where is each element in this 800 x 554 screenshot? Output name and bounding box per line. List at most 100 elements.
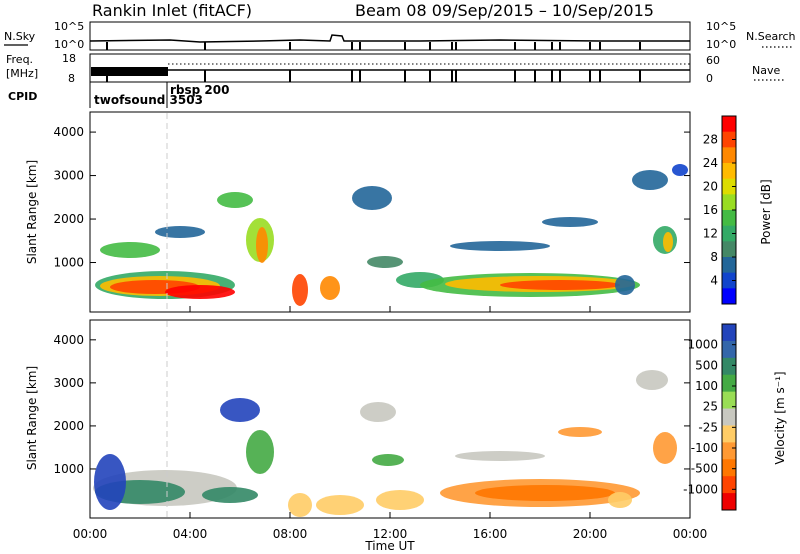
echo-region (155, 226, 205, 238)
y-tick-label: 1000 (53, 256, 84, 270)
freq-tick-top: 18 (62, 52, 76, 65)
power-y-ticks: 4000 3000 2000 1000 (53, 125, 690, 270)
time-tick-label: 00:00 (73, 527, 108, 541)
nsky-tick-top: 10^5 (54, 20, 84, 33)
colorbar-swatch (722, 116, 736, 133)
colorbar-tick-label: -1000 (683, 482, 718, 496)
velocity-y-ticks: 4000 3000 2000 1000 (53, 333, 690, 476)
echo-region (288, 493, 312, 517)
nsky-gap-markers (106, 42, 641, 50)
colorbar-swatch (722, 272, 736, 289)
beam-date-range: Beam 08 09/Sep/2015 – 10/Sep/2015 (355, 1, 654, 20)
nsearch-tick-top: 10^5 (706, 20, 736, 33)
colorbar-swatch (722, 459, 736, 477)
colorbar-swatch (722, 194, 736, 211)
velocity-colorbar: 1000 500 100 25 -25 -100 -500 -1000 (683, 323, 737, 511)
echo-region (615, 275, 635, 295)
power-colorbar: 28 24 20 16 12 8 4 (703, 115, 737, 305)
echo-region (653, 432, 677, 464)
colorbar-swatch (722, 340, 736, 359)
cpid-mode-twofsound: twofsound 3503 (94, 93, 203, 107)
freq-tick-bottom: 8 (68, 72, 75, 85)
freq-label: Freq. (6, 53, 33, 66)
velocity-echo-layer (93, 370, 677, 517)
nsearch-tick-bottom: 10^0 (706, 38, 736, 51)
velocity-panel: 4000 3000 2000 1000 Slant Range [km] 1000 50… (25, 319, 787, 519)
echo-region (367, 256, 403, 268)
colorbar-swatch (722, 357, 736, 376)
velocity-colorbar-label: Velocity [m s⁻¹] (773, 371, 787, 464)
y-tick-label: 2000 (53, 419, 84, 433)
colorbar-tick-label: -100 (691, 441, 718, 455)
echo-region (672, 164, 688, 176)
colorbar-tick-label: 20 (703, 180, 718, 194)
freq-unit-label: [MHz] (6, 67, 38, 80)
nsearch-label: N.Search (746, 30, 796, 43)
colorbar-tick-label: 500 (695, 358, 718, 372)
cpid-mode-rbsp: rbsp 200 (170, 83, 229, 97)
nsky-label: N.Sky (4, 30, 36, 43)
colorbar-tick-label: 12 (703, 227, 718, 241)
nave-tick-bottom: 0 (706, 72, 713, 85)
time-tick-label: 16:00 (473, 527, 508, 541)
echo-region (100, 242, 160, 258)
echo-region (202, 487, 258, 503)
nsky-tick-bottom: 10^0 (54, 38, 84, 51)
colorbar-swatch (722, 288, 736, 305)
colorbar-tick-label: -25 (698, 420, 718, 434)
colorbar-swatch (722, 391, 736, 410)
colorbar-swatch (722, 241, 736, 258)
colorbar-swatch (722, 425, 736, 443)
colorbar-tick-label: 24 (703, 156, 718, 170)
echo-region (663, 232, 673, 252)
colorbar-swatch (722, 163, 736, 180)
nave-label: Nave (752, 64, 780, 77)
colorbar-swatch (722, 324, 736, 342)
echo-region (246, 430, 274, 474)
y-tick-label: 4000 (53, 125, 84, 139)
colorbar-tick-label: -500 (691, 462, 718, 476)
y-tick-label: 3000 (53, 169, 84, 183)
nsky-panel: N.Sky 10^5 10^0 10^5 10^0 N.Search (4, 20, 796, 51)
nsky-trace (89, 34, 690, 43)
time-tick-label: 08:00 (273, 527, 308, 541)
colorbar-tick-label: 25 (703, 400, 718, 414)
y-tick-label: 2000 (53, 212, 84, 226)
echo-region (220, 398, 260, 422)
colorbar-tick-label: 8 (710, 250, 718, 264)
echo-region (376, 490, 424, 510)
colorbar-swatch (722, 131, 736, 148)
echo-region (475, 485, 615, 501)
colorbar-swatch (722, 374, 736, 393)
echo-region (352, 186, 392, 210)
colorbar-tick-label: 1000 (687, 338, 718, 352)
time-tick-label: 04:00 (173, 527, 208, 541)
power-y-axis-label: Slant Range [km] (25, 160, 39, 264)
y-tick-label: 1000 (53, 462, 84, 476)
power-panel: 4000 3000 2000 1000 Slant Range [km] 28 24 20… (25, 111, 773, 313)
echo-region (636, 370, 668, 390)
echo-region (165, 285, 235, 299)
time-tick-label: 12:00 (373, 527, 408, 541)
y-tick-label: 4000 (53, 333, 84, 347)
colorbar-swatch (722, 493, 736, 511)
time-axis: 00:00 04:00 08:00 12:00 16:00 20:00 00:00 (73, 306, 707, 541)
colorbar-swatch (722, 178, 736, 195)
colorbar-tick-label: 4 (710, 274, 718, 288)
echo-region (372, 454, 404, 466)
echo-region (632, 170, 668, 190)
echo-region (360, 402, 396, 422)
echo-region (292, 274, 308, 306)
echo-region (450, 241, 550, 251)
echo-region (320, 276, 340, 300)
echo-region (94, 454, 126, 510)
colorbar-tick-label: 28 (703, 133, 718, 147)
colorbar-tick-label: 16 (703, 203, 718, 217)
colorbar-swatch (722, 257, 736, 274)
y-tick-label: 3000 (53, 376, 84, 390)
freq-gap-markers (106, 70, 641, 82)
colorbar-swatch (722, 476, 736, 494)
nave-tick-top: 60 (706, 54, 720, 67)
colorbar-swatch (722, 225, 736, 242)
cpid-row: CPID twofsound 3503 rbsp 200 (8, 82, 229, 108)
